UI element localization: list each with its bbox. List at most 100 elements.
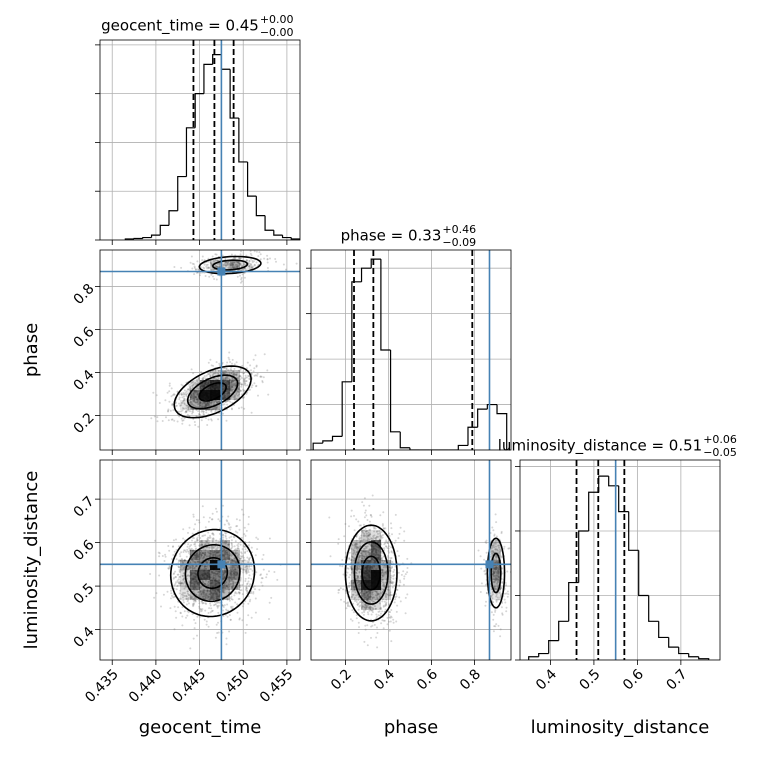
sample-point	[237, 542, 240, 545]
sample-point	[353, 557, 356, 560]
sample-point	[484, 604, 487, 607]
sample-point	[204, 553, 207, 556]
sample-point	[198, 413, 200, 415]
sample-point	[188, 405, 190, 408]
sample-point	[245, 585, 248, 588]
sample-point	[246, 556, 249, 559]
sample-point	[381, 598, 384, 601]
sample-point	[211, 547, 214, 549]
sample-point	[238, 391, 241, 393]
sample-point	[231, 582, 234, 585]
sample-point	[365, 606, 368, 609]
sample-point	[180, 402, 183, 405]
sample-point	[236, 572, 239, 575]
sample-point	[364, 604, 367, 607]
sample-point	[227, 266, 230, 269]
sample-point	[234, 257, 237, 260]
sample-point	[386, 547, 389, 550]
sample-point	[194, 523, 197, 526]
sample-point	[201, 505, 204, 508]
sample-point	[181, 615, 184, 618]
sample-point	[179, 555, 182, 558]
sample-point	[259, 258, 262, 261]
sample-point	[194, 382, 197, 384]
sample-point	[231, 568, 234, 570]
sample-point	[207, 403, 210, 406]
sample-point	[366, 535, 369, 538]
sample-point	[210, 546, 213, 549]
sample-point	[355, 594, 358, 597]
sample-point	[244, 384, 247, 387]
sample-point	[238, 262, 241, 265]
sample-point	[201, 405, 203, 408]
sample-point	[385, 604, 388, 607]
sample-point	[202, 552, 205, 555]
sample-point	[223, 591, 226, 594]
y-tick-label: 0.6	[71, 537, 98, 564]
sample-point	[361, 501, 364, 504]
sample-point	[255, 384, 258, 387]
sample-point	[218, 532, 221, 535]
sample-point	[361, 531, 364, 534]
sample-point	[381, 575, 384, 578]
sample-point	[380, 536, 383, 539]
sample-point	[214, 554, 217, 557]
sample-point	[357, 576, 359, 579]
sample-point	[375, 536, 378, 539]
sample-point	[199, 401, 202, 404]
sample-point	[208, 275, 211, 278]
sample-point	[237, 369, 240, 372]
sample-point	[485, 539, 488, 542]
sample-point	[393, 542, 396, 544]
sample-point	[156, 420, 159, 423]
sample-point	[367, 534, 370, 537]
sample-point	[210, 402, 213, 405]
sample-point	[183, 567, 185, 570]
sample-point	[172, 554, 175, 556]
sample-point	[179, 582, 181, 585]
sample-point	[250, 592, 253, 594]
sample-point	[265, 573, 268, 576]
sample-point	[355, 579, 358, 582]
sample-point	[229, 597, 232, 600]
sample-point	[348, 584, 351, 587]
sample-point	[196, 556, 198, 559]
sample-point	[372, 537, 375, 539]
sample-point	[211, 374, 214, 377]
sample-point	[240, 555, 242, 558]
sample-point	[224, 534, 227, 537]
sample-point	[193, 395, 196, 398]
sample-point	[196, 391, 199, 393]
sample-point	[228, 630, 231, 633]
sample-point	[391, 582, 394, 585]
sample-point	[244, 376, 247, 379]
sample-point	[225, 643, 228, 646]
sample-point	[268, 537, 271, 540]
sample-point	[388, 610, 391, 613]
x-tick-label: 0.435	[82, 666, 122, 706]
sample-point	[210, 409, 212, 412]
sample-point	[198, 404, 201, 407]
sample-point	[210, 607, 213, 610]
sample-point	[347, 584, 350, 587]
sample-point	[216, 259, 219, 262]
sample-point	[485, 600, 487, 603]
sample-point	[171, 404, 174, 407]
sample-point	[497, 571, 500, 574]
sample-point	[192, 637, 195, 640]
sample-point	[195, 558, 198, 561]
sample-point	[213, 603, 216, 606]
sample-point	[384, 592, 387, 595]
sample-point	[189, 565, 192, 568]
sample-point	[350, 581, 353, 584]
sample-point	[189, 561, 192, 564]
sample-point	[193, 390, 196, 393]
sample-point	[237, 382, 240, 385]
sample-point	[498, 570, 501, 573]
sample-point	[231, 385, 234, 387]
sample-point	[365, 605, 368, 608]
truth-marker	[217, 267, 226, 276]
sample-point	[388, 581, 391, 584]
sample-point	[173, 393, 176, 396]
density-cell	[210, 550, 220, 560]
